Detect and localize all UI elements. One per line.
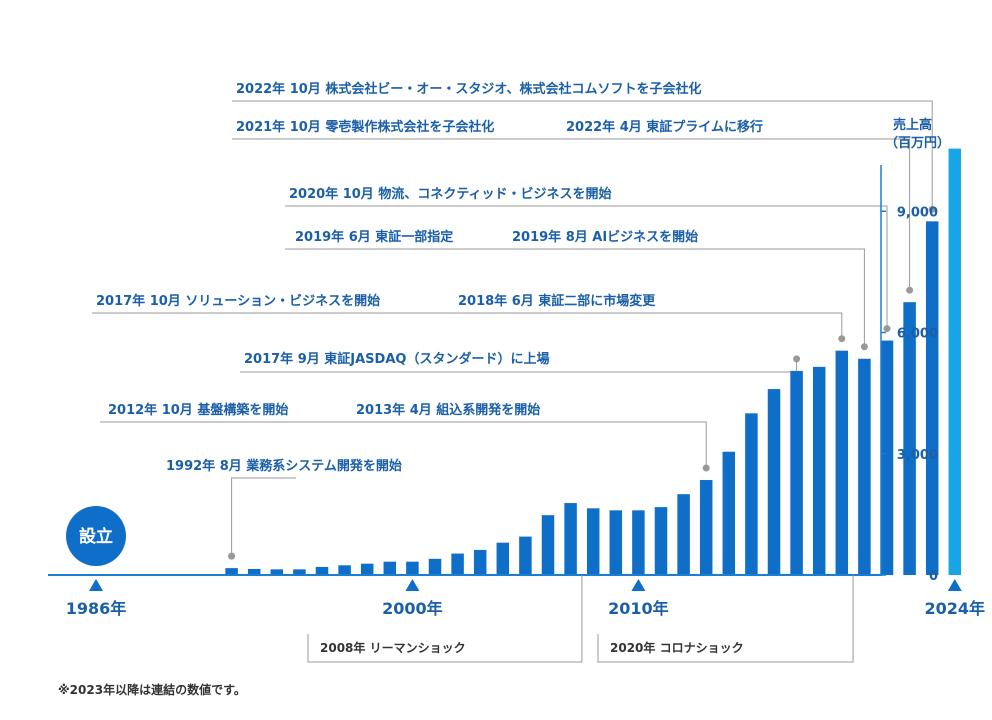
- y-axis: 0 3,000 6,000 9,000 売上高 （百万円）: [880, 117, 950, 584]
- year-marker-2024: [947, 579, 962, 591]
- event-line: [307, 575, 583, 663]
- bar-2013: [699, 480, 713, 575]
- bar-1992: [225, 568, 238, 575]
- leader-line: [92, 312, 843, 339]
- bar-2010: [632, 510, 645, 575]
- founding-label: 設立: [79, 526, 113, 547]
- bar-2009: [609, 510, 623, 575]
- annotation-10: 2013年 4月 組込系開発を開始: [356, 402, 540, 418]
- annotation-dot: [228, 552, 236, 560]
- annotation-dot: [928, 205, 936, 213]
- event-line: [597, 575, 854, 663]
- bar-2007: [564, 503, 577, 575]
- bar-2016: [767, 389, 781, 575]
- bar-1994: [270, 569, 284, 575]
- year-label-2000: 2000年: [382, 599, 443, 618]
- y-tick-label: 6,000: [897, 327, 938, 342]
- bar-2003: [473, 549, 487, 575]
- annotation-1: 2021年 10月 零壱製作株式会社を子会社化: [236, 119, 494, 135]
- leader-line: [285, 248, 865, 347]
- bar-2008: [586, 508, 600, 575]
- annotation-dot: [906, 286, 914, 294]
- bar-1998: [360, 563, 374, 575]
- founding-badge: [66, 506, 126, 566]
- annotation-dot: [860, 343, 868, 351]
- annotation-0: 2022年 10月 株式会社ビー・オー・スタジオ、株式会社コムソフトを子会社化: [236, 81, 702, 97]
- bar-2011: [654, 507, 668, 575]
- bar-2022: [903, 302, 916, 575]
- annotation-6: 2017年 10月 ソリューション・ビジネスを開始: [96, 293, 380, 309]
- leader-line: [231, 477, 296, 557]
- bar-series: [225, 148, 962, 575]
- leader-line: [232, 138, 911, 291]
- bar-2020: [858, 358, 871, 575]
- annotation-2: 2022年 4月 東証プライムに移行: [566, 119, 763, 135]
- footnote: ※2023年以降は連結の数値です。: [58, 682, 246, 697]
- annotation-dot: [838, 335, 846, 343]
- bar-2021: [880, 340, 894, 575]
- bar-1993: [247, 568, 261, 575]
- y-tick-label: 0: [929, 569, 938, 584]
- bar-1996: [315, 566, 329, 575]
- bar-2001: [428, 558, 442, 575]
- bar-1995: [293, 569, 306, 575]
- bar-2018: [812, 366, 826, 575]
- leader-line: [232, 100, 933, 210]
- bar-2015: [745, 413, 758, 575]
- event-label-2008: 2008年 リーマンショック: [320, 640, 466, 655]
- bar-2024: [948, 148, 962, 575]
- bar-2005: [519, 536, 532, 575]
- annotation-dot: [702, 464, 710, 472]
- leader-line: [285, 205, 888, 329]
- bar-1999: [383, 561, 397, 575]
- bar-2014: [722, 451, 736, 575]
- bar-2000: [406, 561, 419, 575]
- y-axis-unit: （百万円）: [885, 135, 950, 151]
- year-marker-1986: [89, 579, 103, 591]
- annotation-4: 2019年 6月 東証一部指定: [295, 229, 453, 245]
- bar-2006: [541, 515, 555, 575]
- event-callouts: 2008年 リーマンショック 2020年 コロナショック: [307, 575, 854, 663]
- annotation-dot: [883, 325, 891, 333]
- milestone-annotations: 2022年 10月 株式会社ビー・オー・スタジオ、株式会社コムソフトを子会社化 2…: [92, 81, 936, 560]
- bar-2017: [790, 370, 803, 575]
- x-axis: 1986年 2000年 2010年 2024年 設立: [48, 506, 985, 618]
- annotation-5: 2019年 8月 AIビジネスを開始: [512, 229, 698, 245]
- bar-2019: [835, 350, 849, 575]
- year-marker-2000: [405, 579, 420, 591]
- bar-2004: [496, 542, 510, 575]
- y-axis-title: 売上高: [893, 117, 932, 133]
- annotation-7: 2018年 6月 東証二部に市場変更: [458, 293, 656, 309]
- annotation-9: 2012年 10月 基盤構築を開始: [108, 402, 288, 418]
- annotation-dot: [793, 355, 801, 363]
- year-marker-2010: [631, 579, 646, 591]
- annotation-3: 2020年 10月 物流、コネクティッド・ビジネスを開始: [289, 186, 612, 202]
- annotation-11: 1992年 8月 業務系システム開発を開始: [166, 458, 402, 474]
- bar-2002: [451, 553, 464, 575]
- annotation-8: 2017年 9月 東証JASDAQ（スタンダード）に上場: [244, 351, 549, 367]
- year-label-2024: 2024年: [925, 599, 986, 618]
- year-label-2010: 2010年: [608, 599, 669, 618]
- y-tick-label: 9,000: [897, 205, 938, 220]
- event-label-2020: 2020年 コロナショック: [610, 640, 744, 655]
- year-label-1986: 1986年: [66, 599, 127, 618]
- leader-line: [100, 421, 707, 469]
- bar-2012: [677, 494, 690, 575]
- bar-1997: [338, 565, 351, 575]
- bar-2023: [925, 221, 939, 575]
- y-tick-label: 3,000: [897, 448, 938, 463]
